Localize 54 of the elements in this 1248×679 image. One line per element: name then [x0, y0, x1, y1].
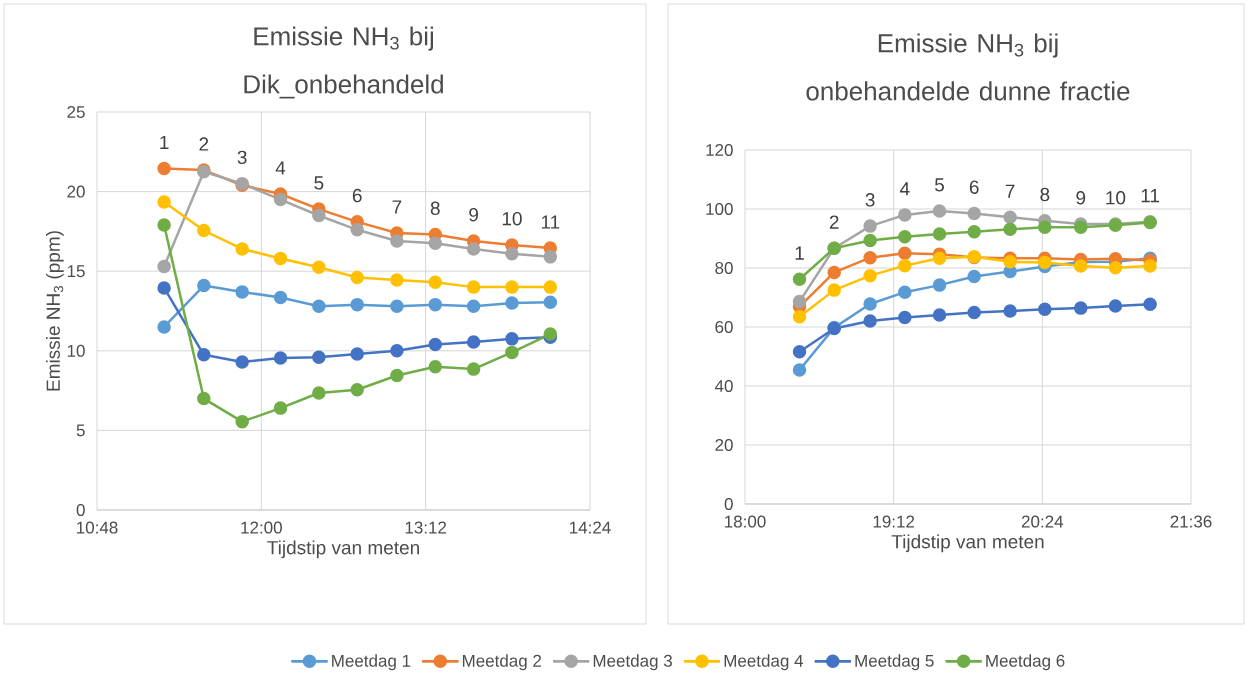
x-axis-title: Tijdstip van meten — [891, 534, 1044, 553]
annotation: 7 — [1005, 184, 1015, 198]
annotation: 4 — [275, 161, 286, 175]
x-tick-label: 18:00 — [725, 515, 766, 528]
legend-label: Meetdag 2 — [462, 654, 542, 671]
annotation: 7 — [392, 200, 402, 214]
annotation: 8 — [430, 201, 440, 216]
chart-title: Emissie NH$_{3}$ bij Dik_onbehandeld — [244, 26, 443, 99]
legend-label: Meetdag 1 — [332, 654, 411, 671]
annotation: 6 — [969, 180, 979, 194]
x-axis-title: Tijdstip van meten — [267, 540, 419, 559]
y-tick-label: 20 — [715, 438, 733, 452]
annotation: 10 — [502, 211, 522, 226]
y-tick-label: 100 — [706, 202, 733, 216]
y-tick-label: 60 — [715, 320, 733, 334]
annotation: 11 — [541, 215, 560, 229]
y-tick-label: 0 — [76, 503, 85, 517]
legend-label: Meetdag 4 — [724, 654, 804, 671]
y-tick-label: 80 — [715, 261, 733, 275]
annotation: 2 — [829, 215, 839, 229]
annotation: 2 — [199, 137, 209, 151]
x-tick-label: 10:48 — [77, 521, 118, 534]
y-tick-label: 40 — [714, 379, 733, 393]
x-tick-label: 20:24 — [1021, 515, 1064, 528]
x-tick-label: 13:12 — [405, 521, 447, 534]
legend-label: Meetdag 3 — [593, 654, 672, 671]
annotation: 6 — [352, 188, 362, 203]
chart-title: Emissie NH$_{3}$ bij onbehandelde dunne fractie — [806, 33, 1130, 101]
annotation: 5 — [934, 178, 944, 192]
annotation: 5 — [314, 176, 324, 190]
annotation: 3 — [865, 193, 875, 207]
annotation: 1 — [160, 135, 169, 149]
annotation: 10 — [1106, 191, 1126, 205]
x-tick-label: 21:36 — [1170, 515, 1212, 528]
annotation: 1 — [795, 246, 804, 260]
annotation: 9 — [1076, 191, 1086, 205]
y-tick-label: 10 — [67, 344, 85, 357]
annotation: 9 — [469, 207, 478, 222]
annotation: 11 — [1141, 189, 1160, 203]
x-tick-label: 14:24 — [570, 521, 611, 534]
y-tick-label: 5 — [76, 424, 85, 437]
annotation: 4 — [899, 182, 910, 196]
y-tick-label: 120 — [706, 143, 733, 157]
annotation: 3 — [237, 150, 247, 165]
y-tick-label: 25 — [67, 105, 85, 119]
x-tick-label: 19:12 — [873, 515, 915, 528]
legend-label: Meetdag 5 — [855, 654, 934, 671]
annotation: 8 — [1040, 187, 1050, 202]
x-tick-label: 12:00 — [241, 521, 282, 534]
y-tick-label: 15 — [67, 265, 85, 278]
y-axis-title: Emissie NH$_{3}$ (ppm) — [45, 231, 64, 391]
y-tick-label: 20 — [67, 185, 85, 198]
y-tick-label: 0 — [724, 497, 733, 511]
legend-label: Meetdag 6 — [986, 654, 1065, 671]
